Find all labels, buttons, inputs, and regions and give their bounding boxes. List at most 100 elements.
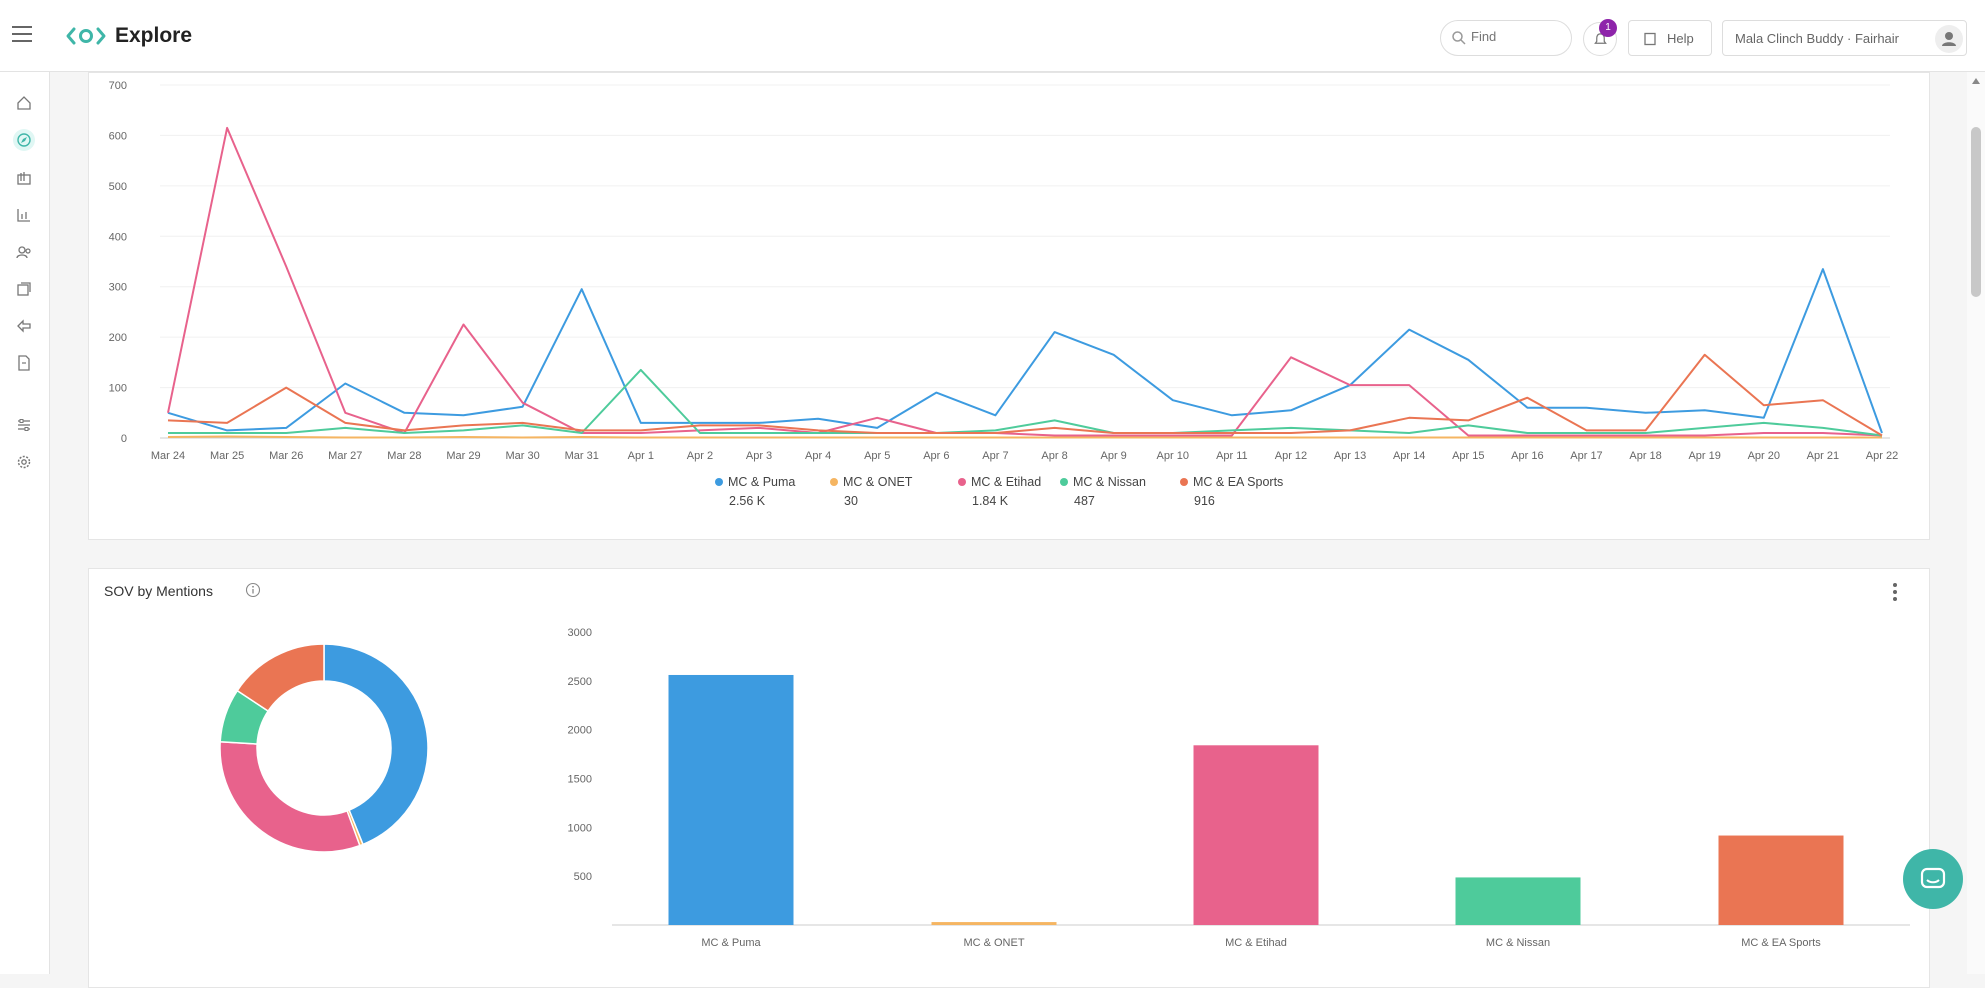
- brand-logo: [66, 27, 106, 45]
- y-tick-label: 200: [109, 332, 127, 344]
- notifications-button[interactable]: 1: [1583, 19, 1617, 56]
- info-icon[interactable]: [245, 582, 261, 598]
- explore-icon[interactable]: [13, 129, 35, 151]
- legend-dot: [715, 478, 723, 486]
- legend-label: MC & Nissan: [1073, 475, 1146, 489]
- x-tick-label: Apr 12: [1275, 450, 1307, 462]
- search-input[interactable]: [1471, 29, 1561, 44]
- home-icon[interactable]: [13, 92, 35, 114]
- legend-item[interactable]: MC & Etihad 1.84 K: [958, 473, 1041, 511]
- legend-total: 487: [1074, 494, 1095, 508]
- series-line-3[interactable]: [168, 368, 1883, 437]
- notification-count-badge: 1: [1599, 19, 1617, 37]
- series-line-1[interactable]: [167, 435, 1882, 439]
- legend-dot: [958, 478, 966, 486]
- more-options-icon[interactable]: [1893, 583, 1899, 603]
- y-tick-label: 600: [109, 130, 127, 142]
- x-tick-label: Apr 15: [1452, 450, 1484, 462]
- chat-button[interactable]: [1903, 849, 1963, 909]
- legend-dot: [1180, 478, 1188, 486]
- series-line-2[interactable]: [167, 126, 1883, 437]
- series-line-4[interactable]: [167, 353, 1883, 437]
- x-tick-label: Apr 20: [1748, 450, 1780, 462]
- x-tick-label: Apr 21: [1807, 450, 1839, 462]
- x-tick-label: Apr 11: [1216, 450, 1248, 462]
- x-tick-label: Mar 28: [387, 450, 421, 462]
- avatar: [1935, 25, 1963, 53]
- content-icon[interactable]: [13, 278, 35, 300]
- legend-dot: [1060, 478, 1068, 486]
- bar-1[interactable]: [931, 922, 1057, 925]
- legend-total: 916: [1194, 494, 1215, 508]
- scroll-up-icon[interactable]: [1972, 78, 1980, 84]
- x-tick-label: Mar 26: [269, 450, 303, 462]
- bar-y-tick-label: 1000: [568, 822, 592, 834]
- bar-y-tick-label: 2000: [568, 725, 592, 737]
- settings-sliders-icon[interactable]: [13, 414, 35, 436]
- y-tick-label: 300: [109, 282, 127, 294]
- sidebar: [0, 72, 50, 974]
- help-book-icon: [1644, 32, 1656, 46]
- x-tick-label: Mar 24: [151, 450, 185, 462]
- gear-icon[interactable]: [13, 451, 35, 473]
- chat-icon: [1920, 867, 1946, 889]
- x-tick-label: Apr 18: [1629, 450, 1661, 462]
- x-tick-label: Apr 5: [864, 450, 890, 462]
- legend-label: MC & Etihad: [971, 475, 1042, 489]
- user-icon: [1942, 32, 1956, 46]
- y-tick-label: 100: [109, 383, 127, 395]
- bar-x-label: MC & Etihad: [1225, 937, 1287, 949]
- y-tick-label: 700: [109, 80, 127, 92]
- help-label: Help: [1667, 31, 1694, 46]
- bar-2[interactable]: [1193, 745, 1319, 925]
- analytics-icon[interactable]: [13, 204, 35, 226]
- donut-slice-0[interactable]: [323, 643, 429, 846]
- x-tick-label: Apr 6: [923, 450, 949, 462]
- x-tick-label: Apr 2: [687, 450, 713, 462]
- account-menu[interactable]: Mala Clinch Buddy · Fairhair: [1722, 20, 1967, 56]
- legend-label: MC & Puma: [728, 475, 796, 489]
- x-tick-label: Apr 13: [1334, 450, 1366, 462]
- bar-y-tick-label: 2500: [568, 676, 592, 688]
- x-tick-label: Apr 17: [1570, 450, 1602, 462]
- x-tick-label: Apr 7: [982, 450, 1008, 462]
- series-line-0[interactable]: [167, 268, 1883, 434]
- scroll-thumb[interactable]: [1971, 127, 1981, 297]
- donut-slice-4[interactable]: [236, 643, 325, 713]
- page-scrollbar[interactable]: [1967, 72, 1985, 974]
- legend-item[interactable]: MC & ONET 30: [830, 473, 912, 511]
- legend-item[interactable]: MC & Puma 2.56 K: [715, 473, 795, 511]
- page-title: Explore: [115, 24, 193, 47]
- bar-x-label: MC & ONET: [963, 937, 1024, 949]
- legend-label: MC & EA Sports: [1193, 475, 1284, 489]
- bar-0[interactable]: [668, 674, 794, 925]
- x-tick-label: Mar 31: [565, 450, 599, 462]
- search-box[interactable]: [1440, 20, 1572, 56]
- bar-x-label: MC & Puma: [701, 937, 761, 949]
- x-tick-label: Mar 30: [505, 450, 539, 462]
- timeline-panel: [88, 72, 1930, 540]
- bar-3[interactable]: [1455, 877, 1581, 925]
- bar-4[interactable]: [1718, 835, 1844, 925]
- alerts-icon[interactable]: [13, 315, 35, 337]
- legend-total: 30: [844, 494, 858, 508]
- search-icon: [1452, 31, 1466, 45]
- y-tick-label: 500: [109, 181, 127, 193]
- donut-slice-2[interactable]: [219, 741, 361, 853]
- reports-icon[interactable]: [13, 167, 35, 189]
- bar-y-tick-label: 500: [574, 871, 592, 883]
- legend-item[interactable]: MC & EA Sports 916: [1180, 473, 1283, 511]
- documents-icon[interactable]: [13, 352, 35, 374]
- bar-x-label: MC & EA Sports: [1741, 937, 1821, 949]
- x-tick-label: Apr 8: [1041, 450, 1067, 462]
- legend-total: 1.84 K: [972, 494, 1009, 508]
- legend-item[interactable]: MC & Nissan 487: [1060, 473, 1146, 511]
- audience-icon[interactable]: [13, 241, 35, 263]
- menu-icon[interactable]: [12, 26, 32, 44]
- help-button[interactable]: Help: [1628, 20, 1712, 56]
- bar-x-label: MC & Nissan: [1486, 937, 1550, 949]
- x-tick-label: Apr 14: [1393, 450, 1425, 462]
- y-tick-label: 400: [109, 231, 127, 243]
